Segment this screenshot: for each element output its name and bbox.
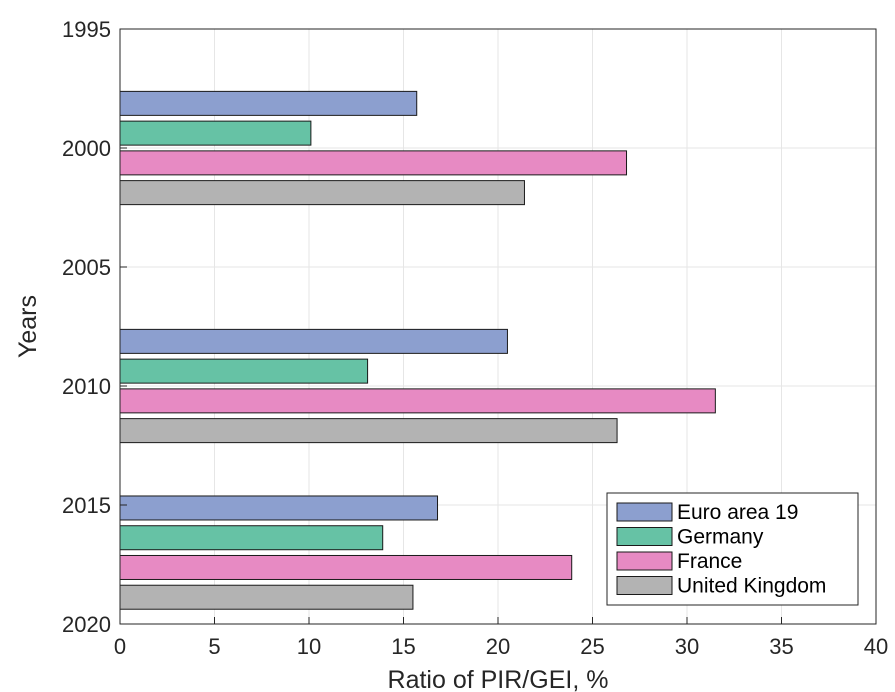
bar-united-kingdom-2000 — [119, 180, 525, 206]
x-tick-label: 25 — [580, 634, 604, 659]
y-tick-label: 2015 — [62, 493, 111, 518]
bar-united-kingdom-2017 — [119, 584, 414, 610]
bar-euro-area-19-2000 — [119, 90, 418, 116]
bars — [119, 90, 716, 610]
bar-germany-2000 — [119, 120, 312, 146]
x-tick-label: 35 — [769, 634, 793, 659]
y-tick-label: 2020 — [62, 612, 111, 637]
legend-swatch — [616, 551, 673, 571]
legend-swatch — [616, 502, 673, 522]
y-tick-label: 2010 — [62, 374, 111, 399]
x-tick-label: 15 — [391, 634, 415, 659]
y-tick-label: 2000 — [62, 136, 111, 161]
bar-france-2017 — [119, 554, 573, 580]
x-tick-label: 5 — [208, 634, 220, 659]
y-axis-label: Years — [14, 295, 42, 358]
ticks: 0 5 10 15 20 25 30 35 40 1995 2000 2005 2010 2015 2020 — [62, 17, 888, 659]
y-tick-label: 2005 — [62, 255, 111, 280]
x-tick-label: 0 — [114, 634, 126, 659]
bar-united-kingdom-2010 — [119, 418, 618, 444]
bar-euro-area-19-2017 — [119, 495, 439, 521]
bar-germany-2017 — [119, 525, 384, 551]
x-axis-label: Ratio of PIR/GEI, % — [388, 666, 609, 692]
legend-label: Euro area 19 — [677, 501, 798, 524]
x-tick-label: 20 — [486, 634, 510, 659]
y-tick-label: 1995 — [62, 17, 111, 42]
bar-germany-2010 — [119, 358, 369, 384]
legend-label: United Kingdom — [677, 575, 826, 598]
x-tick-label: 30 — [675, 634, 699, 659]
bar-euro-area-19-2010 — [119, 328, 508, 354]
bar-france-2010 — [119, 388, 716, 414]
legend-swatch — [616, 527, 673, 546]
x-tick-label: 40 — [864, 634, 888, 659]
legend-label: France — [677, 550, 742, 573]
legend-label: Germany — [677, 526, 764, 549]
legend-swatch — [616, 576, 673, 595]
x-tick-label: 10 — [297, 634, 321, 659]
bar-france-2000 — [119, 150, 628, 176]
